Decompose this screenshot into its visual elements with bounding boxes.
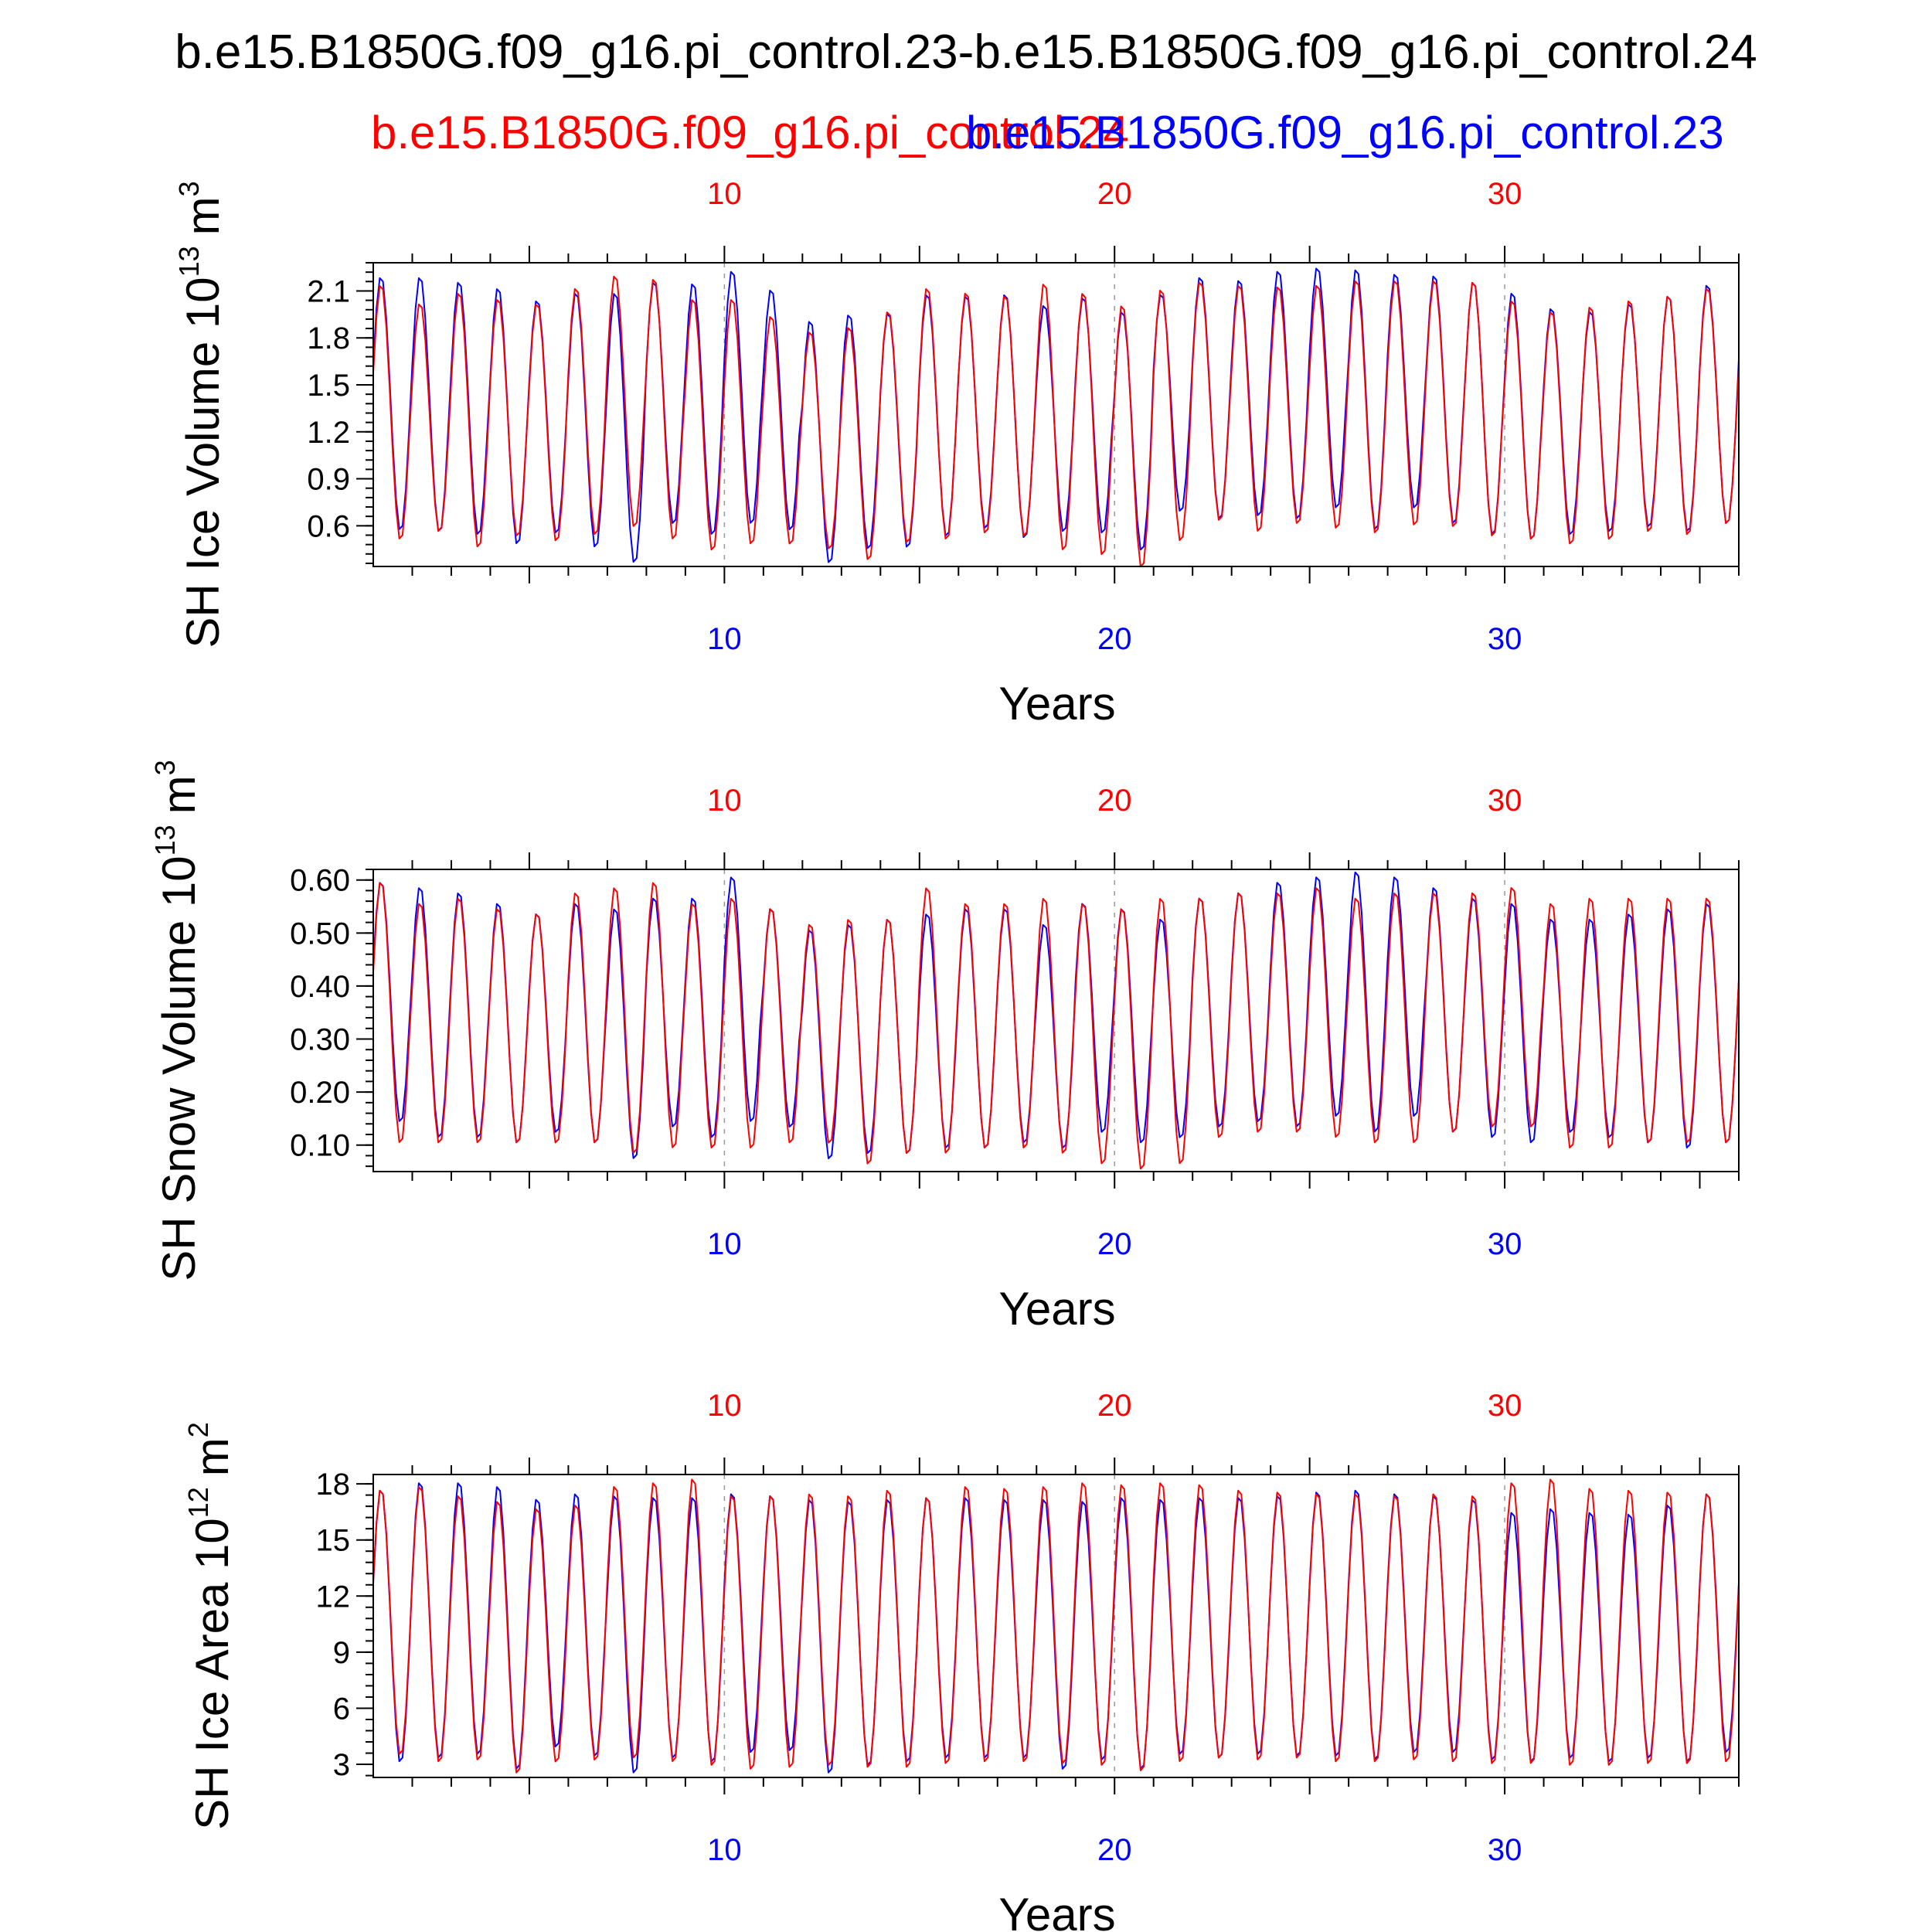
- y-axis-title-ylabel-unit: m: [153, 775, 205, 814]
- y-tick-label: 18: [316, 1468, 351, 1502]
- x-bottom-tick-label: 10: [707, 1227, 742, 1261]
- x-bottom-tick-label: 30: [1488, 1833, 1522, 1867]
- x-top-tick-label: 10: [707, 784, 742, 818]
- panel-ice-volume: 0.6 0.9 1.2 1.5 1.8 2.1 10 20 30 10 20 30 Years SH Ic…: [173, 177, 1740, 730]
- panel-ice-area: 3 6 9 12 15 18 10 20 30 10 20 30 Years SH Ice Area 10…: [182, 1389, 1740, 1932]
- y-tick-label: 9: [333, 1636, 350, 1670]
- figure-title: b.e15.B1850G.f09_g16.pi_control.23-b.e15…: [175, 26, 1757, 79]
- plot-frame: [372, 869, 1740, 1172]
- x-top-tick-label: 20: [1097, 177, 1132, 211]
- y-tick-label: 2.1: [307, 274, 350, 308]
- y-tick-label: 1.2: [307, 416, 350, 450]
- series-line-case24: [373, 1478, 1739, 1774]
- x-top-tick-label: 20: [1097, 1389, 1132, 1423]
- x-axis-title: Years: [998, 678, 1115, 730]
- y-tick-label: 1.5: [307, 369, 350, 403]
- x-bottom-tick-label: 10: [707, 1833, 742, 1867]
- series-line-case24: [373, 882, 1739, 1170]
- y-tick-label: 0.20: [290, 1076, 350, 1110]
- x-bottom-tick-label: 10: [707, 622, 742, 656]
- x-top-tick-label: 10: [707, 177, 742, 211]
- x-top-tick-label: 30: [1488, 1389, 1522, 1423]
- y-tick-label: 1.8: [307, 321, 350, 355]
- x-top-tick-label: 10: [707, 1389, 742, 1423]
- y-tick-label: 15: [316, 1524, 351, 1558]
- x-axis-title: Years: [998, 1889, 1115, 1932]
- x-top-tick-label: 20: [1097, 784, 1132, 818]
- y-axis-title-ylabel: SH Ice Area 10: [186, 1518, 238, 1830]
- y-axis-title-ylabel-unit: m: [177, 196, 229, 235]
- y-axis-title-ylabel-exponent: 13: [173, 246, 205, 277]
- y-axis-title-ylabel: SH Snow Volume 10: [153, 855, 205, 1281]
- y-axis-title: SH Snow Volume 1013 m3: [149, 760, 205, 1281]
- y-tick-label: 0.50: [290, 917, 350, 951]
- y-axis-title-ylabel-exponent: 12: [182, 1487, 214, 1518]
- series-line-case23: [373, 267, 1739, 563]
- y-axis-title: SH Ice Volume 1013 m3: [173, 181, 229, 648]
- y-axis-title-ylabel-unit-exponent: 3: [173, 181, 205, 196]
- y-tick-label: 0.40: [290, 970, 350, 1004]
- x-bottom-tick-label: 30: [1488, 622, 1522, 656]
- y-axis-title-ylabel-unit-exponent: 2: [182, 1422, 214, 1437]
- y-tick-label: 0.10: [290, 1129, 350, 1163]
- y-axis-title-ylabel-exponent: 13: [149, 825, 181, 855]
- x-bottom-tick-label: 20: [1097, 622, 1132, 656]
- series-line-case24: [373, 275, 1739, 566]
- y-axis-title-ylabel: SH Ice Volume 10: [177, 277, 229, 648]
- legend-label-case24: b.e15.B1850G.f09_g16.pi_control.24: [371, 107, 1129, 158]
- x-top-tick-label: 30: [1488, 784, 1522, 818]
- y-tick-label: 0.9: [307, 463, 350, 497]
- y-tick-label: 3: [333, 1748, 350, 1782]
- y-tick-label: 6: [333, 1692, 350, 1726]
- y-axis-title: SH Ice Area 1012 m2: [182, 1422, 238, 1830]
- y-axis-title-ylabel-unit-exponent: 3: [149, 760, 181, 775]
- y-tick-label: 0.6: [307, 509, 350, 543]
- x-bottom-tick-label: 20: [1097, 1227, 1132, 1261]
- x-axis-title: Years: [998, 1283, 1115, 1335]
- series-line-case23: [373, 1482, 1739, 1774]
- legend-label-case23: b.e15.B1850G.f09_g16.pi_control.23: [966, 107, 1724, 158]
- plot-frame: [372, 262, 1740, 567]
- y-axis-title-ylabel-unit: m: [186, 1437, 238, 1476]
- y-tick-label: 0.30: [290, 1023, 350, 1057]
- panel-snow-volume: 0.10 0.20 0.30 0.40 0.50 0.60 10 20 30 10 20 30 Year…: [149, 760, 1740, 1335]
- y-tick-label: 12: [316, 1580, 351, 1614]
- x-bottom-tick-label: 30: [1488, 1227, 1522, 1261]
- x-bottom-tick-label: 20: [1097, 1833, 1132, 1867]
- x-top-tick-label: 30: [1488, 177, 1522, 211]
- plot-frame: [372, 1474, 1740, 1778]
- y-tick-label: 0.60: [290, 864, 350, 898]
